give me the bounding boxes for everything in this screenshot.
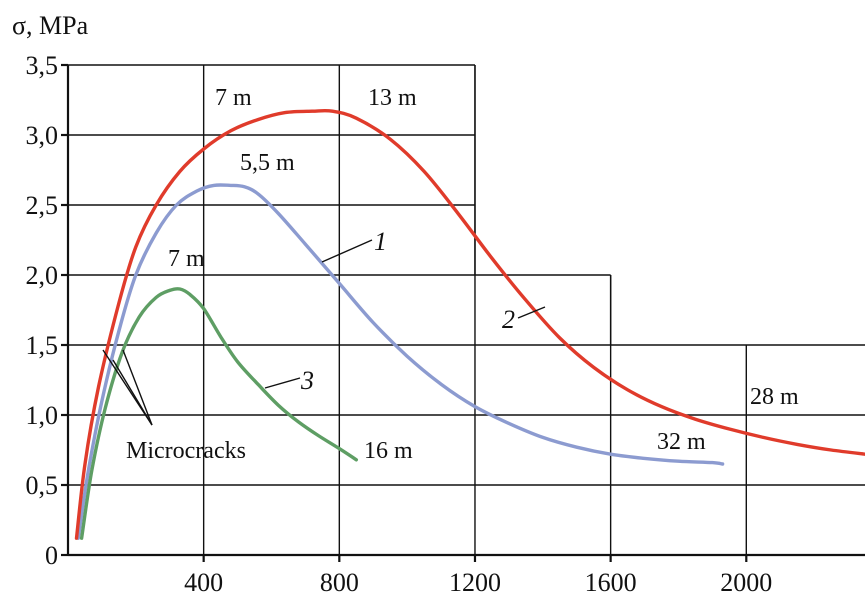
x-tick-label-0: 400 — [184, 568, 223, 597]
curve-label-1: 1 — [374, 227, 387, 256]
y-tick-labels: 0 0,5 1,0 1,5 2,0 2,5 3,0 3,5 — [26, 51, 59, 570]
curve-label-3: 3 — [300, 366, 314, 395]
y-tick-label-2: 1,0 — [26, 401, 59, 430]
leader-line-1 — [322, 240, 372, 262]
y-tick-label-7: 3,5 — [26, 51, 59, 80]
leader-line-3 — [265, 378, 300, 388]
y-tick-label-3: 1,5 — [26, 331, 59, 360]
grid — [68, 65, 865, 555]
x-tick-label-4: 2000 — [720, 568, 772, 597]
x-tick-labels: 400 800 1200 1600 2000 — [184, 568, 772, 597]
y-tick-label-6: 3,0 — [26, 121, 59, 150]
y-tick-label-1: 0,5 — [26, 471, 59, 500]
y-axis-label: σ, MPa — [12, 11, 89, 40]
x-tick-label-1: 800 — [320, 568, 359, 597]
annotation-5-5m: 5,5 m — [240, 150, 295, 176]
annotation-microcracks: Microcracks — [126, 438, 246, 464]
series-line-3 — [82, 289, 357, 538]
annotation-32m: 32 m — [657, 429, 706, 455]
x-tick-label-3: 1600 — [585, 568, 637, 597]
y-tick-label-4: 2,0 — [26, 261, 59, 290]
annotation-7m-mid: 7 m — [168, 246, 205, 272]
annotation-13m: 13 m — [368, 85, 417, 111]
annotation-7m-top: 7 m — [215, 85, 252, 111]
curve-label-2: 2 — [502, 305, 515, 334]
axes — [61, 65, 865, 562]
y-tick-label-0: 0 — [45, 541, 58, 570]
x-tick-label-2: 1200 — [449, 568, 501, 597]
y-tick-label-5: 2,5 — [26, 191, 59, 220]
annotation-16m: 16 m — [364, 438, 413, 464]
annotation-28m: 28 m — [750, 384, 799, 410]
